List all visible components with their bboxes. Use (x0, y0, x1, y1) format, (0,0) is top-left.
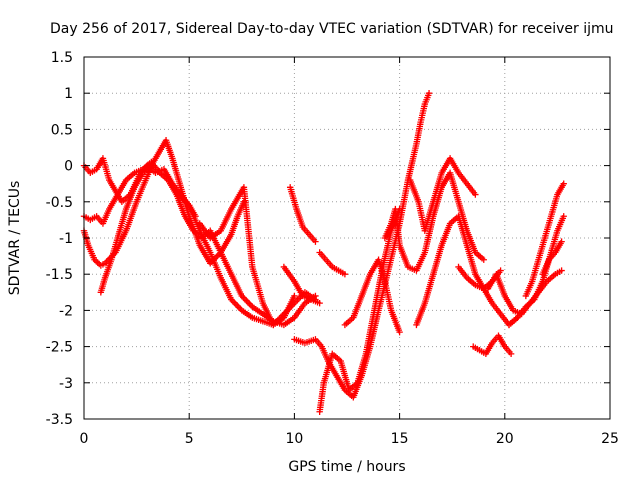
y-tick-label: -3.5 (46, 412, 73, 428)
y-tick-label: 1.5 (51, 50, 73, 66)
y-tick-label: -2.5 (46, 340, 73, 356)
chart-title: Day 256 of 2017, Sidereal Day-to-day VTE… (50, 21, 614, 37)
series-arc-10 (291, 90, 433, 401)
data-point (316, 299, 323, 307)
data-point (241, 295, 249, 303)
data-point (480, 256, 487, 263)
data-point (246, 300, 253, 307)
data-point (312, 238, 319, 245)
data-point (148, 162, 155, 169)
data-point (497, 267, 504, 274)
series-arc-20 (522, 180, 567, 300)
x-tick-label: 0 (80, 431, 89, 447)
y-tick-label: 0 (64, 159, 73, 175)
axis-ticks: 0 5 10 15 20 25 -3.5 -3 -2.5 -2 -1.5 -1 -0.5 0 0.5 1 1.5 (46, 50, 619, 447)
data-point (425, 90, 433, 97)
series-arc-6 (196, 184, 298, 329)
y-tick-label: 1 (64, 86, 73, 102)
series-arc-8 (286, 184, 319, 245)
y-tick-label: 0.5 (51, 122, 73, 138)
data-point (507, 350, 515, 358)
y-tick-label: -1 (59, 231, 73, 247)
grid (84, 57, 610, 419)
data-point (234, 302, 241, 309)
x-tick-label: 25 (601, 431, 619, 447)
plot-frame (83, 56, 611, 420)
x-tick-label: 5 (185, 431, 194, 447)
y-tick-label: -3 (59, 376, 73, 392)
x-tick-label: 15 (391, 431, 409, 447)
series-arc-12 (341, 256, 403, 336)
data-point (231, 299, 238, 306)
x-tick-label: 10 (285, 431, 303, 447)
series-arc-9 (316, 249, 349, 278)
series-arc-1 (80, 137, 248, 269)
series-arc-11 (316, 205, 403, 415)
y-axis-label: SDTVAR / TECUs (7, 181, 23, 296)
data-point (396, 328, 403, 336)
data-point (560, 180, 567, 187)
data-point (560, 213, 567, 220)
x-axis-label: GPS time / hours (288, 459, 405, 475)
data-point (472, 191, 479, 198)
data-point (235, 304, 242, 311)
data-markers (80, 90, 567, 415)
data-point (558, 238, 565, 245)
y-tick-label: -2 (59, 303, 73, 319)
data-point (243, 297, 250, 304)
data-point (341, 271, 349, 278)
data-point (291, 292, 298, 300)
data-point (558, 267, 565, 274)
data-point (244, 298, 252, 306)
data-point (232, 300, 239, 308)
series-arc-4 (97, 162, 155, 296)
series-arc-7 (280, 263, 323, 307)
series-arc-14 (406, 155, 479, 234)
y-tick-label: -1.5 (46, 267, 73, 283)
series-arc-21 (539, 238, 565, 278)
x-tick-label: 20 (496, 431, 514, 447)
series-arc-16 (470, 332, 515, 358)
y-tick-label: -0.5 (46, 195, 73, 211)
